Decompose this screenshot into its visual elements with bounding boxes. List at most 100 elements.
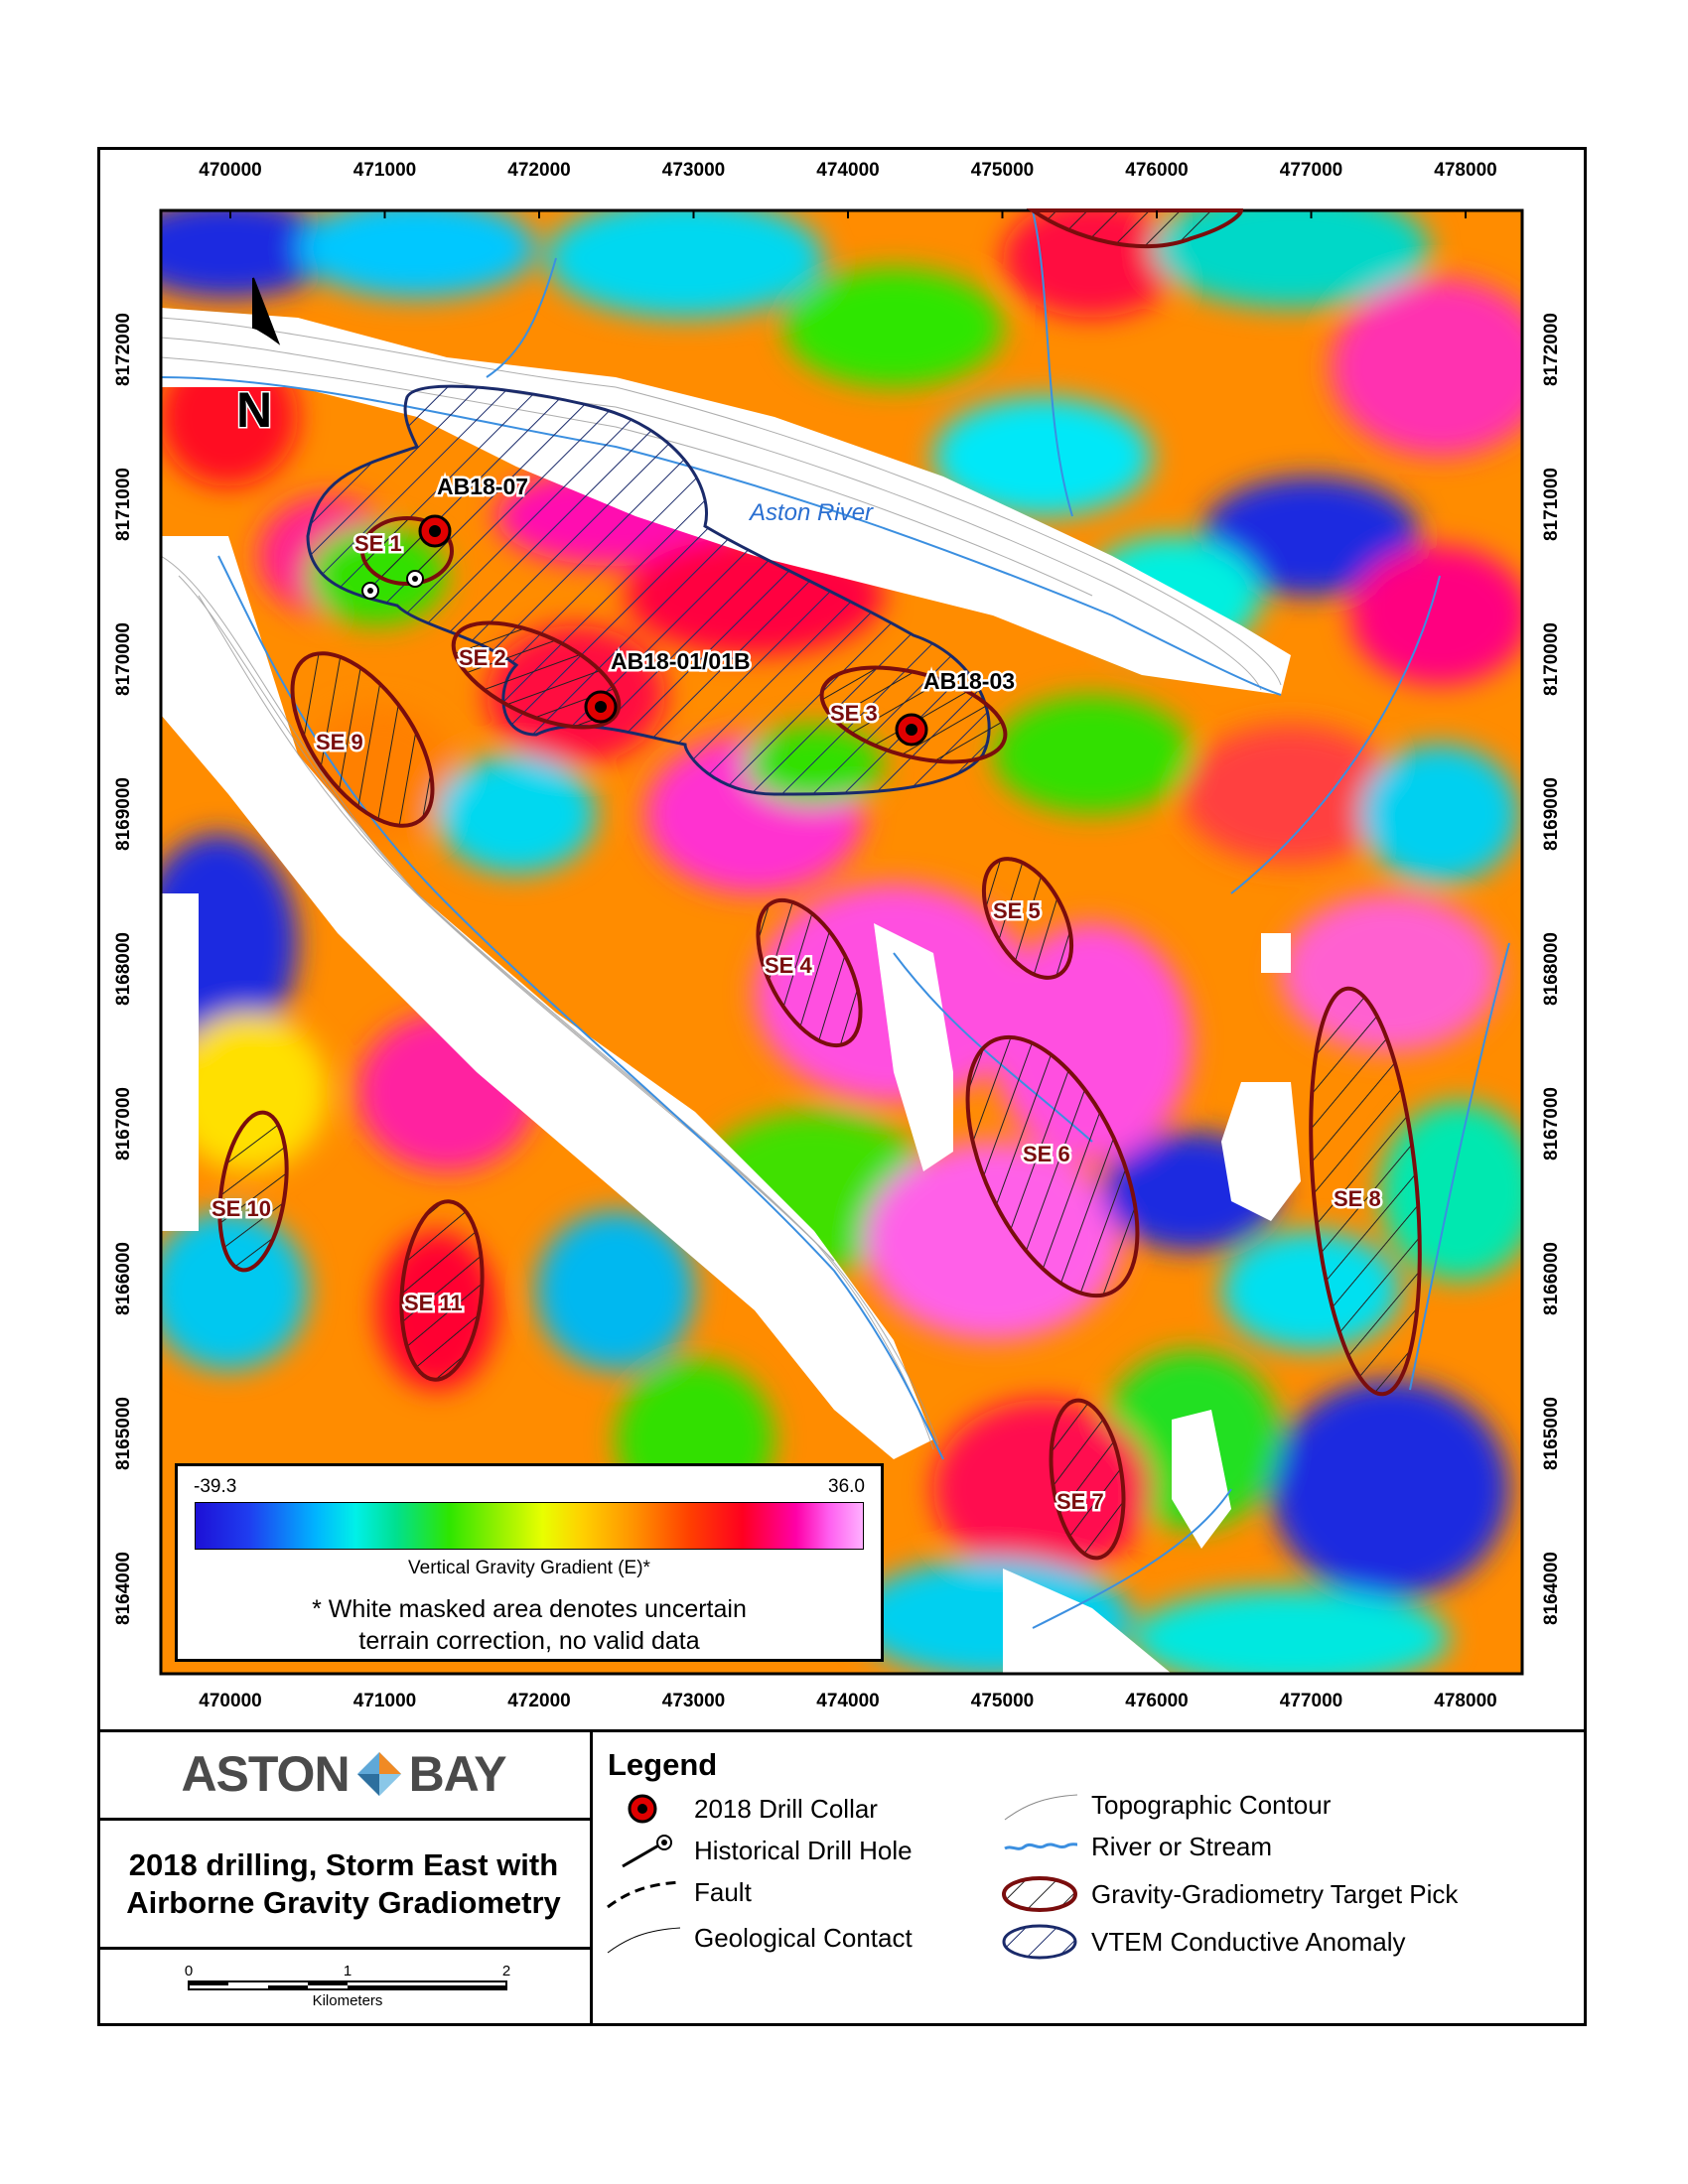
drill-collars[interactable]: AB18-07 AB18-01/01B AB18-03 bbox=[418, 472, 1018, 747]
svg-text:SE 11: SE 11 bbox=[404, 1291, 463, 1315]
scale-bar: 0 1 2 Kilometers bbox=[185, 1963, 510, 2009]
y-tick-label-right: 8166000 bbox=[1541, 1242, 1562, 1315]
svg-text:Kilometers: Kilometers bbox=[313, 1992, 383, 2009]
target-pick-icon bbox=[1002, 1876, 1077, 1912]
colorbar-gradient bbox=[195, 1502, 864, 1550]
x-tick-label-bottom: 477000 bbox=[1280, 1691, 1342, 1711]
svg-text:0: 0 bbox=[185, 1963, 193, 1979]
fault-line-icon bbox=[607, 1880, 681, 1909]
svg-text:SE 8: SE 8 bbox=[1334, 1186, 1381, 1211]
target-se7[interactable] bbox=[1042, 1396, 1133, 1563]
x-tick-label-top: 474000 bbox=[816, 160, 879, 181]
target-picks[interactable] bbox=[211, 208, 1434, 1563]
svg-text:SE 4: SE 4 bbox=[765, 953, 812, 978]
x-tick-label-bottom: 470000 bbox=[199, 1691, 261, 1711]
y-tick-label-left: 8168000 bbox=[113, 932, 134, 1006]
colorbar-max: 36.0 bbox=[828, 1476, 865, 1497]
legend-item-geological-contact: Geological Contact bbox=[603, 1918, 913, 1958]
river-icon bbox=[1004, 1843, 1078, 1850]
y-tick-label-right: 8164000 bbox=[1541, 1552, 1562, 1625]
svg-text:1: 1 bbox=[344, 1963, 352, 1979]
legend-item-river: River or Stream bbox=[1000, 1827, 1272, 1866]
y-tick-label-right: 8172000 bbox=[1541, 313, 1562, 386]
y-tick-label-left: 8170000 bbox=[113, 622, 134, 696]
scale-bar-box: 0 1 2 Kilometers bbox=[97, 1950, 593, 2026]
x-tick-label-bottom: 476000 bbox=[1125, 1691, 1188, 1711]
drill-collar-icon bbox=[628, 1794, 657, 1824]
vtem-anomaly-icon bbox=[1002, 1924, 1077, 1960]
y-tick-label-right: 8169000 bbox=[1541, 777, 1562, 851]
x-tick-label-bottom: 474000 bbox=[816, 1691, 879, 1711]
svg-text:SE 5: SE 5 bbox=[993, 898, 1041, 923]
svg-text:SE 7: SE 7 bbox=[1056, 1489, 1104, 1514]
y-tick-label-right: 8165000 bbox=[1541, 1397, 1562, 1470]
x-tick-label-bottom: 473000 bbox=[662, 1691, 725, 1711]
logo-box: ASTON BAY bbox=[97, 1729, 593, 1821]
historical-hole-icon bbox=[622, 1835, 672, 1868]
legend: Legend 2018 Drill Collar Historical Dril… bbox=[593, 1729, 1587, 2026]
topographic-contours bbox=[161, 317, 1282, 1450]
svg-text:AB18-03: AB18-03 bbox=[923, 668, 1015, 694]
x-tick-label-bottom: 472000 bbox=[507, 1691, 570, 1711]
vtem-anomaly[interactable] bbox=[306, 384, 991, 796]
svg-text:SE 2: SE 2 bbox=[459, 645, 506, 670]
colorbar-note-line2: terrain correction, no valid data bbox=[358, 1627, 700, 1655]
geological-contact-icon bbox=[607, 1927, 681, 1954]
logo-text-right: BAY bbox=[408, 1745, 507, 1802]
y-tick-label-left: 8165000 bbox=[113, 1397, 134, 1470]
svg-text:2: 2 bbox=[502, 1963, 510, 1979]
x-tick-label-bottom: 471000 bbox=[353, 1691, 416, 1711]
svg-text:SE 3: SE 3 bbox=[830, 701, 878, 726]
legend-item-drill-collar: 2018 Drill Collar bbox=[603, 1789, 878, 1829]
target-top-partial[interactable] bbox=[1026, 208, 1244, 249]
drill-collar-ab18-07[interactable] bbox=[418, 514, 452, 548]
map-title-line1: 2018 drilling, Storm East with bbox=[128, 1846, 559, 1882]
y-tick-label-right: 8170000 bbox=[1541, 622, 1562, 696]
drill-collar-ab18-01[interactable] bbox=[584, 690, 618, 724]
target-se4[interactable] bbox=[737, 885, 882, 1062]
target-labels: SE 1 SE 2 SE 3 SE 4 SE 5 SE 6 SE 7 SE 8 … bbox=[210, 529, 1384, 1517]
y-tick-label-left: 8169000 bbox=[113, 777, 134, 851]
x-tick-label-top: 476000 bbox=[1125, 160, 1188, 181]
target-se8[interactable] bbox=[1296, 984, 1434, 1399]
colorbar-min: -39.3 bbox=[194, 1476, 237, 1497]
target-se10[interactable] bbox=[211, 1108, 296, 1274]
map-border bbox=[159, 208, 1524, 1676]
target-se9[interactable] bbox=[265, 629, 461, 849]
river-label: Aston River bbox=[748, 499, 874, 526]
drill-collar-ab18-03[interactable] bbox=[895, 713, 928, 747]
company-logo: ASTON BAY bbox=[181, 1745, 507, 1803]
target-se6[interactable] bbox=[932, 1012, 1173, 1320]
y-tick-label-right: 8171000 bbox=[1541, 468, 1562, 541]
x-tick-label-bottom: 475000 bbox=[971, 1691, 1034, 1711]
y-tick-label-right: 8167000 bbox=[1541, 1087, 1562, 1160]
target-se5[interactable] bbox=[966, 845, 1090, 993]
y-tick-label-left: 8164000 bbox=[113, 1552, 134, 1625]
x-tick-label-top: 473000 bbox=[662, 160, 725, 181]
legend-item-historical-hole: Historical Drill Hole bbox=[603, 1831, 913, 1870]
y-tick-label-left: 8172000 bbox=[113, 313, 134, 386]
y-tick-labels-right: 8172000 8171000 8170000 8169000 8168000 81670… bbox=[1541, 313, 1562, 1625]
x-tick-label-top: 477000 bbox=[1280, 160, 1342, 181]
svg-text:SE 6: SE 6 bbox=[1023, 1142, 1070, 1166]
x-tick-label-top: 472000 bbox=[507, 160, 570, 181]
map-title-line2: Airborne Gravity Gradiometry bbox=[126, 1884, 561, 1920]
map-title-box: 2018 drilling, Storm East with Airborne … bbox=[97, 1821, 593, 1950]
x-tick-label-top: 470000 bbox=[199, 160, 261, 181]
svg-text:AB18-01/01B: AB18-01/01B bbox=[611, 648, 751, 674]
y-tick-label-left: 8171000 bbox=[113, 468, 134, 541]
legend-item-vtem: VTEM Conductive Anomaly bbox=[1000, 1922, 1405, 1962]
target-se11[interactable] bbox=[394, 1198, 489, 1383]
x-tick-label-top: 478000 bbox=[1434, 160, 1496, 181]
y-tick-label-right: 8168000 bbox=[1541, 932, 1562, 1006]
x-tick-labels-top: 470000 471000 472000 473000 474000 475000 4760… bbox=[199, 160, 1497, 218]
x-tick-labels-bottom: 470000 471000 472000 473000 474000 475000 4760… bbox=[199, 1691, 1496, 1711]
target-se2[interactable] bbox=[439, 602, 634, 750]
legend-item-topo-contour: Topographic Contour bbox=[1000, 1785, 1331, 1825]
colorbar-note: * White masked area denotes uncertain te… bbox=[178, 1593, 881, 1657]
historical-drill-holes[interactable] bbox=[361, 570, 424, 600]
y-tick-labels-left: 8172000 8171000 8170000 8169000 8168000 81670… bbox=[113, 313, 134, 1625]
logo-text-left: ASTON bbox=[181, 1745, 350, 1802]
svg-text:SE 1: SE 1 bbox=[354, 531, 402, 556]
